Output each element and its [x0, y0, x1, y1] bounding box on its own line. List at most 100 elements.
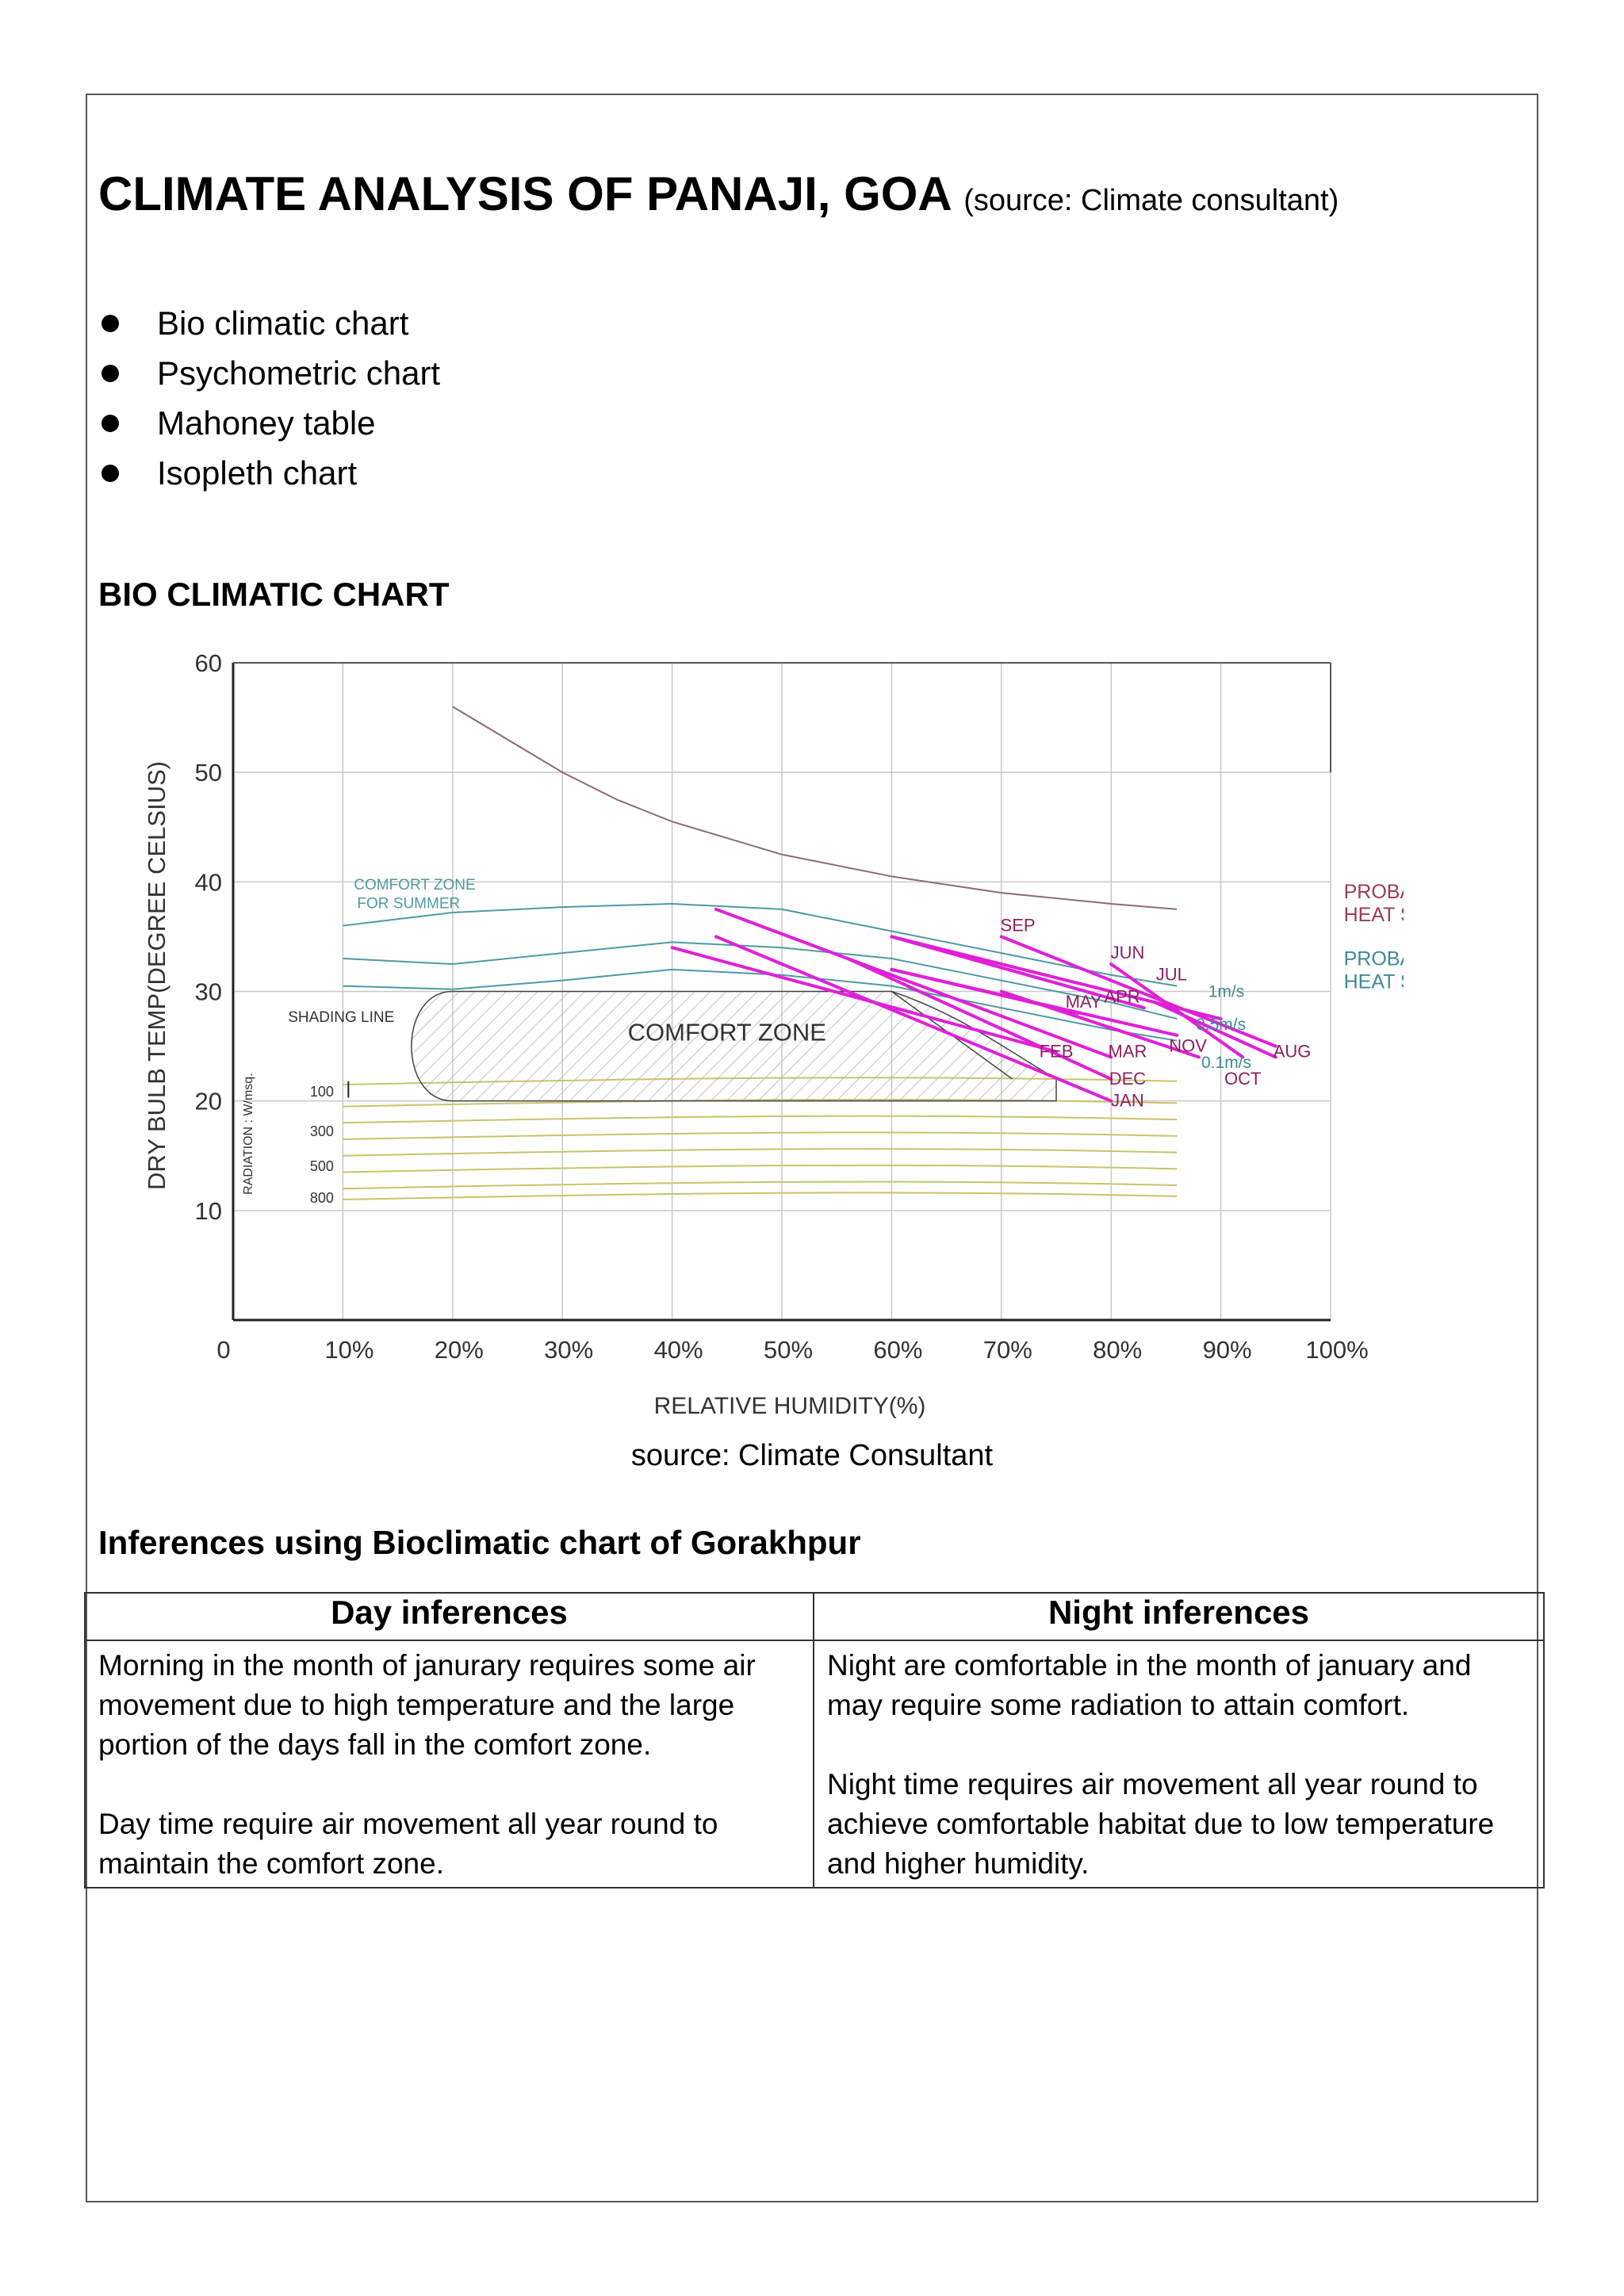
list-item-label: Isopleth chart [157, 454, 358, 492]
shading-line-label: SHADING LINE [288, 1009, 394, 1026]
x-tick-label: 0 [216, 1336, 230, 1364]
month-label-jun: JUN [1111, 943, 1145, 962]
comfort-zone-label: COMFORT ZONE [628, 1019, 826, 1047]
summer-comfort-curve [343, 941, 1178, 1020]
day-inferences-cell: Morning in the month of janurary require… [84, 1640, 814, 1888]
x-tick-label: 20% [435, 1336, 484, 1364]
x-tick-label: 10% [324, 1336, 373, 1364]
radiation-line [343, 1181, 1178, 1190]
chart-labels: 0 10% 20% 30% 40% 50% 60% 70% 80% 90% 100% 10 20 30 40… [143, 649, 1404, 1419]
month-line-sep [890, 935, 1223, 1021]
x-tick-label: 30% [544, 1336, 593, 1364]
x-tick-label: 60% [873, 1336, 922, 1364]
y-axis-label: DRY BULB TEMP(DEGREE CELSIUS) [143, 761, 170, 1190]
inferences-heading: Inferences using Bioclimatic chart of Go… [98, 1524, 861, 1561]
x-axis-label: RELATIVE HUMIDITY(%) [654, 1393, 926, 1419]
day-inference-2: Day time require air movement all year r… [98, 1808, 718, 1880]
y-tick-label: 10 [195, 1197, 222, 1225]
inferences-table: Day inferences Night inferences Morning … [84, 1592, 1545, 1888]
month-label-nov: NOV [1169, 1035, 1207, 1055]
list-item-label: Psychometric chart [157, 354, 441, 392]
y-tick-label: 30 [195, 978, 222, 1006]
night-inference-2: Night time requires air movement all yea… [827, 1768, 1495, 1880]
radiation-level-label: 500 [310, 1158, 334, 1174]
month-label-mar: MAR [1109, 1041, 1147, 1061]
x-tick-label: 70% [983, 1336, 1032, 1364]
heat-stroke-label: PROBABLE [1344, 947, 1404, 970]
month-line-jun [1109, 962, 1245, 1059]
chart-caption: source: Climate Consultant [630, 1439, 994, 1472]
title-source: (source: Climate consultant) [963, 184, 1339, 217]
month-series [670, 907, 1277, 1103]
summer-comfort-curve [343, 968, 1178, 1042]
month-line-jan [714, 935, 1113, 1103]
radiation-axis-label: RADIATION : W/msq. [242, 1073, 255, 1194]
day-inference-1: Morning in the month of janurary require… [98, 1649, 756, 1761]
heat-stroke-label: PROBABLE [1344, 881, 1404, 903]
page-title: CLIMATE ANALYSIS OF PANAJI, GOA (source:… [98, 166, 1339, 221]
month-label-jan: JAN [1111, 1091, 1144, 1111]
wind-speed-label: 0.5m/s [1196, 1016, 1246, 1034]
bullet-icon [102, 465, 119, 482]
heat-stroke-label: HEAT STROKE [1344, 970, 1404, 993]
x-tick-label: 100% [1305, 1336, 1368, 1364]
bioclimatic-chart: 0 10% 20% 30% 40% 50% 60% 70% 80% 90% 100% 10 20 30 40… [143, 649, 1404, 1419]
y-tick-label: 50 [195, 759, 222, 786]
chart-zones [343, 706, 1178, 1201]
list-item-label: Mahoney table [157, 404, 376, 442]
month-line-jul [1153, 1001, 1277, 1059]
bullet-icon [102, 365, 119, 382]
bullet-icon [102, 415, 119, 432]
day-inferences-header: Day inferences [84, 1592, 814, 1641]
list-item: Isopleth chart [98, 448, 440, 498]
radiation-line [343, 1115, 1178, 1124]
month-label-apr: APR [1104, 986, 1139, 1006]
summer-comfort-curve [343, 902, 1178, 987]
month-label-aug: AUG [1274, 1041, 1312, 1061]
list-item: Psychometric chart [98, 348, 440, 398]
contents-list: Bio climatic chart Psychometric chart Ma… [98, 298, 440, 498]
x-tick-label: 80% [1093, 1336, 1142, 1364]
month-line-feb [670, 946, 1058, 1054]
comfort-zone [411, 990, 1057, 1102]
month-label-sep: SEP [1001, 916, 1036, 936]
radiation-line [343, 1148, 1178, 1157]
table-row: Morning in the month of janurary require… [84, 1640, 1545, 1888]
month-label-jul: JUL [1156, 965, 1187, 985]
radiation-level-label: 800 [310, 1190, 334, 1206]
table-header-row: Day inferences Night inferences [84, 1592, 1545, 1641]
night-inference-1: Night are comfortable in the month of ja… [827, 1649, 1472, 1721]
summer-zone-label: COMFORT ZONE [354, 877, 475, 894]
night-inferences-header: Night inferences [813, 1592, 1545, 1641]
y-tick-label: 60 [195, 649, 222, 677]
heat-stroke-label: HEAT STROKE [1344, 904, 1404, 926]
month-line-nov [890, 967, 1179, 1037]
y-tick-label: 20 [195, 1088, 222, 1115]
month-line-aug [999, 935, 1277, 1048]
month-line-dec [846, 957, 1113, 1081]
heat-stroke-curve [452, 706, 1178, 910]
radiation-level-label: 100 [310, 1084, 334, 1100]
title-text: CLIMATE ANALYSIS OF PANAJI, GOA [98, 167, 951, 220]
x-tick-label: 50% [764, 1336, 813, 1364]
month-label-feb: FEB [1040, 1041, 1074, 1061]
radiation-line [343, 1192, 1178, 1201]
y-tick-label: 40 [195, 868, 222, 896]
list-item: Bio climatic chart [98, 298, 440, 348]
radiation-line [343, 1131, 1178, 1141]
x-tick-label: 40% [654, 1336, 703, 1364]
x-tick-label: 90% [1203, 1336, 1252, 1364]
list-item-label: Bio climatic chart [157, 304, 409, 342]
summer-zone-label: FOR SUMMER [357, 895, 460, 912]
wind-speed-label: 1m/s [1208, 982, 1245, 1001]
radiation-level-label: 300 [310, 1123, 334, 1139]
section-heading: BIO CLIMATIC CHART [98, 576, 450, 613]
month-label-may: MAY [1066, 992, 1102, 1012]
page-border [86, 94, 1538, 2202]
radiation-line [343, 1164, 1178, 1173]
month-label-dec: DEC [1109, 1069, 1147, 1089]
month-line-mar [714, 907, 1113, 1059]
bullet-icon [102, 315, 119, 332]
list-item: Mahoney table [98, 398, 440, 448]
wind-speed-label: 0.1m/s [1201, 1054, 1251, 1072]
